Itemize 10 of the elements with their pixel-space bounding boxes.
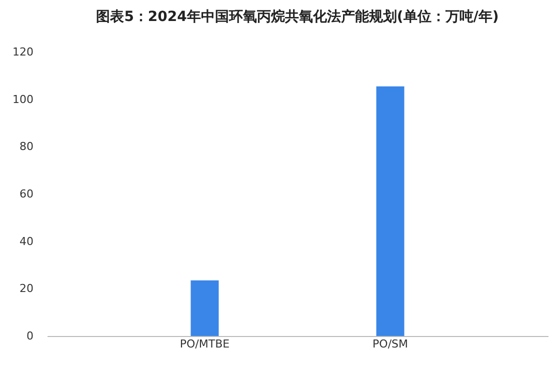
x-tick-label: PO/MTBE xyxy=(180,338,230,350)
x-tick-label: PO/SM xyxy=(372,338,408,350)
y-tick-label: 20 xyxy=(20,282,34,296)
y-tick-label: 0 xyxy=(26,330,34,342)
y-tick-label: 40 xyxy=(20,234,34,248)
y-tick-label: 100 xyxy=(12,92,34,106)
y-tick-label: 80 xyxy=(20,140,34,154)
y-tick-label: 120 xyxy=(12,46,34,58)
y-tick-label: 60 xyxy=(20,188,34,200)
chart-title: 图表5：2024年中国环氧丙烷共氧化法产能规划(单位：万吨/年) xyxy=(96,8,499,25)
